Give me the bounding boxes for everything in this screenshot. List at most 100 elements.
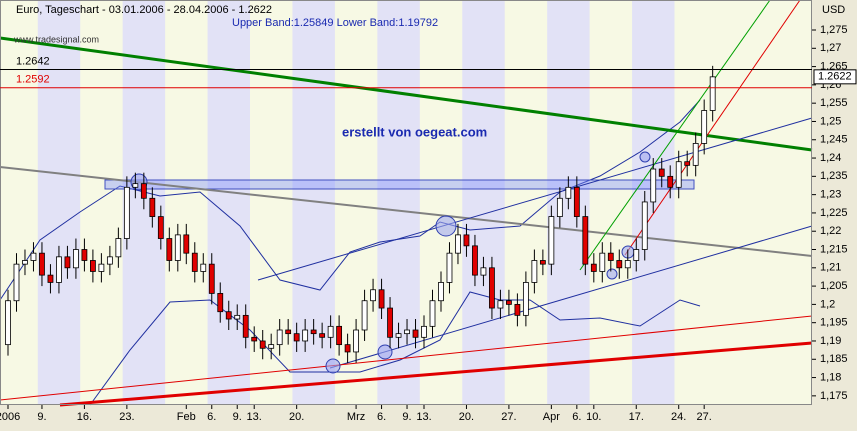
candle-body bbox=[650, 168, 657, 203]
week-band bbox=[207, 0, 251, 405]
marker bbox=[325, 358, 341, 374]
week-band bbox=[462, 0, 505, 405]
candle-body bbox=[370, 289, 376, 302]
marker bbox=[639, 151, 651, 163]
candle-body bbox=[302, 329, 309, 342]
candle-body bbox=[327, 325, 334, 338]
y-tick-label: 1,245 bbox=[820, 134, 848, 146]
candle-body bbox=[573, 186, 580, 217]
candle-body bbox=[624, 260, 631, 269]
zone bbox=[104, 179, 695, 190]
y-tick-label: 1,255 bbox=[820, 97, 848, 109]
x-tick-label: 27. bbox=[697, 411, 712, 423]
x-tick-label: 9. bbox=[402, 411, 411, 423]
x-tick-label: Feb bbox=[177, 411, 196, 423]
x-tick-label: Mrz bbox=[347, 411, 365, 423]
candle-body bbox=[506, 300, 512, 305]
candle-body bbox=[259, 340, 266, 349]
trendline bbox=[329, 225, 813, 369]
candle-body bbox=[64, 256, 71, 269]
candle-body bbox=[234, 314, 241, 320]
x-tick-label: 20. bbox=[289, 411, 304, 423]
candle-body bbox=[709, 76, 716, 111]
candle-body bbox=[531, 260, 538, 283]
candle-body bbox=[183, 234, 190, 254]
candle-body bbox=[98, 263, 105, 272]
lower-band bbox=[89, 291, 701, 406]
marker bbox=[435, 215, 457, 237]
y-tick-label: 1,24 bbox=[820, 152, 841, 164]
candle-body bbox=[539, 260, 546, 265]
candle-body bbox=[251, 336, 258, 342]
candle-body bbox=[590, 263, 597, 272]
last-price-box bbox=[813, 69, 857, 85]
chart-subtitle: Upper Band:1.25849 Lower Band:1.19792 bbox=[232, 17, 438, 29]
y-tick-label: 1,225 bbox=[820, 207, 848, 219]
candle-body bbox=[30, 252, 37, 261]
candle-body bbox=[157, 216, 164, 239]
last-price-label: 1.2622 bbox=[818, 71, 852, 83]
candle-body bbox=[174, 234, 181, 261]
candle-body bbox=[5, 300, 11, 346]
trendline bbox=[0, 36, 813, 152]
level-label: 1.2642 bbox=[16, 55, 50, 67]
x-tick-label: 6. bbox=[572, 411, 581, 423]
y-tick-label: 1,195 bbox=[820, 317, 848, 329]
x-tick-label: 10. bbox=[586, 411, 601, 423]
x-tick-label: 6. bbox=[207, 411, 216, 423]
candle-body bbox=[438, 282, 444, 302]
y-tick-label: 1,175 bbox=[820, 390, 848, 402]
candle-body bbox=[565, 186, 572, 199]
candle-body bbox=[522, 282, 529, 316]
candles bbox=[5, 65, 716, 363]
candle-body bbox=[336, 325, 343, 346]
x-tick-label: 9. bbox=[37, 411, 46, 423]
y-tick-label: 1,23 bbox=[820, 189, 841, 201]
candle-body bbox=[56, 256, 62, 283]
y-tick-label: 1,2 bbox=[820, 298, 835, 310]
candle-body bbox=[208, 263, 215, 294]
candle-body bbox=[599, 252, 606, 272]
candle-body bbox=[191, 252, 198, 272]
x-tick-label: 20. bbox=[459, 411, 474, 423]
candle-body bbox=[268, 344, 275, 349]
candle-body bbox=[480, 267, 487, 276]
candle-body bbox=[641, 201, 648, 250]
candle-body bbox=[429, 300, 436, 327]
candle-body bbox=[90, 260, 96, 272]
x-tick-label: 27. bbox=[501, 411, 516, 423]
candle-body bbox=[463, 234, 470, 247]
candle-body bbox=[285, 329, 292, 335]
trendline bbox=[579, 0, 771, 271]
y-tick-label: 1,22 bbox=[820, 225, 841, 237]
x-tick-label: 2006 bbox=[0, 411, 20, 423]
candle-body bbox=[39, 252, 45, 276]
candle-body bbox=[242, 314, 249, 338]
candle-body bbox=[395, 333, 402, 338]
candle-body bbox=[22, 260, 28, 265]
candle-body bbox=[514, 303, 521, 316]
candle-body bbox=[455, 234, 461, 254]
y-tick-label: 1,21 bbox=[820, 262, 841, 274]
candle-body bbox=[658, 168, 665, 177]
candle-body bbox=[293, 333, 300, 342]
x-tick-label: 23. bbox=[119, 411, 134, 423]
candle-body bbox=[319, 333, 326, 338]
candle-body bbox=[412, 329, 419, 338]
candle-body bbox=[692, 143, 699, 166]
x-tick-label: 13. bbox=[416, 411, 431, 423]
y-tick-label: 1,215 bbox=[820, 243, 848, 255]
y-tick-label: 1,27 bbox=[820, 42, 841, 54]
x-tick-label: 13. bbox=[247, 411, 262, 423]
chart-title: Euro, Tageschart - 03.01.2006 - 28.04.20… bbox=[16, 4, 272, 16]
y-tick-label: 1,25 bbox=[820, 115, 841, 127]
candle-body bbox=[421, 325, 427, 338]
candle-body bbox=[582, 216, 589, 265]
candle-body bbox=[200, 263, 207, 272]
candle-body bbox=[310, 329, 317, 335]
y-tick-label: 1,19 bbox=[820, 335, 841, 347]
y-tick-label: 1,275 bbox=[820, 24, 848, 36]
plot-border bbox=[0, 0, 812, 405]
marker bbox=[606, 268, 618, 280]
candle-body bbox=[446, 252, 453, 283]
